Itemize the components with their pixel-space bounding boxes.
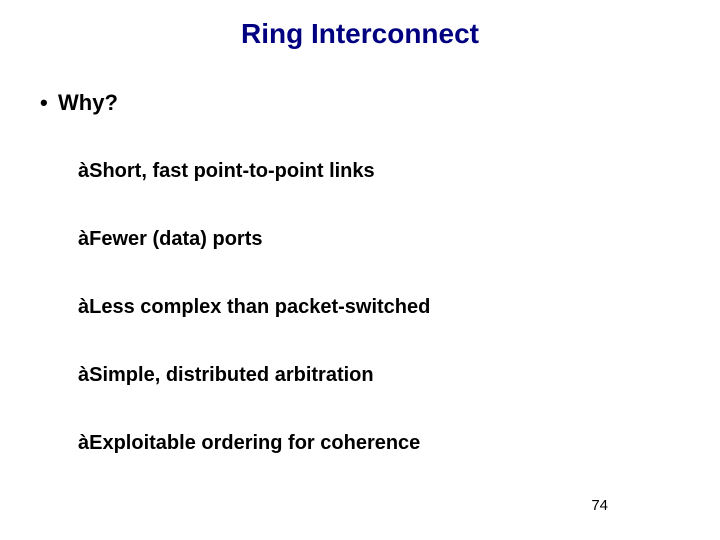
arrow-icon: à (78, 364, 89, 386)
arrow-item-0: àShort, fast point-to-point links (78, 160, 375, 183)
page-number: 74 (591, 497, 608, 514)
slide-title: Ring Interconnect (0, 18, 720, 50)
arrow-icon: à (78, 432, 89, 454)
arrow-item-3: àSimple, distributed arbitration (78, 364, 374, 387)
arrow-item-text: Fewer (data) ports (89, 228, 262, 250)
arrow-icon: à (78, 160, 89, 182)
arrow-item-2: àLess complex than packet-switched (78, 296, 430, 319)
arrow-icon: à (78, 228, 89, 250)
slide: Ring Interconnect •Why? àShort, fast poi… (0, 0, 720, 540)
bullet-marker: • (40, 90, 58, 116)
arrow-item-text: Less complex than packet-switched (89, 296, 430, 318)
bullet-why: •Why? (40, 90, 118, 116)
arrow-item-text: Short, fast point-to-point links (89, 160, 375, 182)
arrow-item-text: Exploitable ordering for coherence (89, 432, 420, 454)
arrow-item-1: àFewer (data) ports (78, 228, 262, 251)
bullet-why-text: Why? (58, 90, 118, 115)
arrow-item-4: àExploitable ordering for coherence (78, 432, 420, 455)
arrow-item-text: Simple, distributed arbitration (89, 364, 373, 386)
arrow-icon: à (78, 296, 89, 318)
